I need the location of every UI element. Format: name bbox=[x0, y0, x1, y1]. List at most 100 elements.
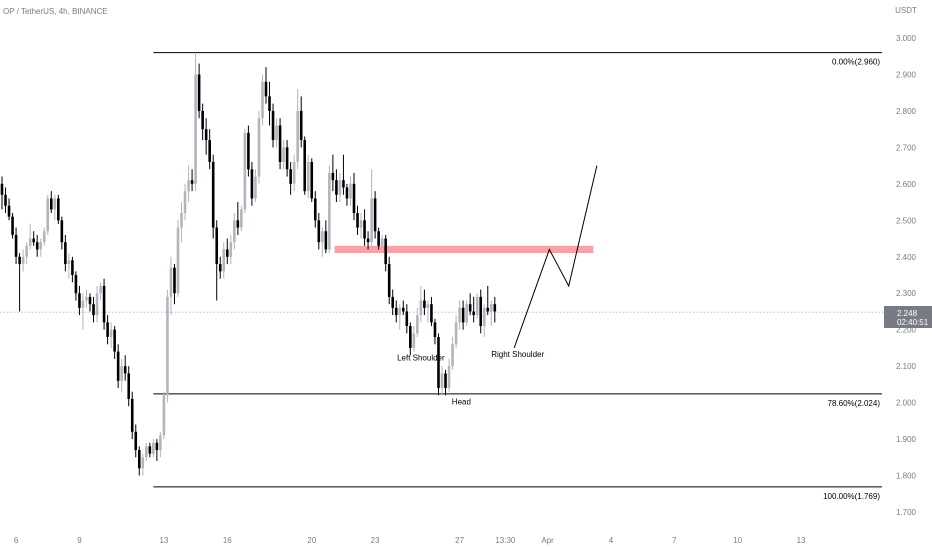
candle bbox=[405, 304, 409, 334]
candle bbox=[479, 289, 483, 334]
y-tick-label: 2.100 bbox=[896, 362, 917, 371]
candle-body bbox=[130, 398, 134, 432]
candle bbox=[458, 300, 461, 330]
candle-body bbox=[145, 446, 148, 458]
candle-body bbox=[218, 264, 222, 272]
candle-body bbox=[394, 307, 398, 316]
candle-body bbox=[204, 129, 208, 141]
y-tick-label: 2.600 bbox=[896, 180, 917, 189]
candle-body bbox=[468, 304, 472, 312]
candle bbox=[377, 227, 380, 250]
candle-body bbox=[472, 311, 475, 316]
candle bbox=[173, 264, 176, 305]
candle-body bbox=[11, 216, 14, 235]
projection bbox=[513, 165, 598, 349]
candle bbox=[387, 256, 391, 305]
candle bbox=[275, 118, 278, 148]
candle-body bbox=[78, 293, 81, 308]
x-tick-label: 13:30 bbox=[495, 536, 516, 545]
pattern-label: Left Shoulder bbox=[397, 354, 445, 363]
candle bbox=[39, 238, 43, 257]
candle bbox=[109, 322, 113, 348]
x-tick-label: 23 bbox=[371, 536, 380, 545]
candle-body bbox=[352, 183, 356, 214]
fib-label: 100.00%(1.769) bbox=[823, 492, 880, 501]
zone-rect bbox=[334, 245, 594, 254]
y-tick-label: 1.700 bbox=[896, 508, 917, 517]
candle-body bbox=[201, 110, 204, 130]
candle-body bbox=[25, 245, 28, 257]
candle-body bbox=[345, 187, 349, 199]
candle bbox=[240, 205, 243, 232]
candle-body bbox=[53, 198, 57, 210]
candle-body bbox=[141, 457, 145, 469]
annotations: Left Shoulder Head Right Shoulder bbox=[397, 350, 544, 406]
candle-body bbox=[81, 300, 85, 308]
time-axis[interactable]: 6 9 13 16 20 23 27 13:30 Apr 4 7 10 13 bbox=[14, 536, 806, 545]
candle bbox=[74, 271, 78, 301]
candle bbox=[166, 289, 169, 403]
candle bbox=[123, 355, 127, 381]
candle-body bbox=[18, 256, 21, 265]
candle bbox=[394, 300, 398, 323]
candle-body bbox=[313, 198, 317, 221]
candle bbox=[426, 300, 430, 323]
candle bbox=[42, 227, 46, 246]
candle bbox=[155, 439, 159, 461]
candle bbox=[423, 289, 426, 316]
y-tick-label: 2.700 bbox=[896, 143, 917, 152]
candle bbox=[215, 220, 219, 301]
candle-body bbox=[303, 140, 307, 192]
candle bbox=[465, 300, 468, 327]
candle bbox=[493, 296, 497, 323]
candle bbox=[92, 296, 95, 323]
candle-body bbox=[275, 125, 278, 141]
candle-body bbox=[14, 234, 18, 257]
y-tick-label: 2.900 bbox=[896, 70, 917, 79]
price-badge-countdown: 02:40:51 bbox=[897, 318, 929, 327]
candle bbox=[451, 336, 454, 370]
candle bbox=[475, 293, 479, 319]
candle bbox=[180, 202, 183, 243]
candle-body bbox=[285, 147, 289, 170]
candle bbox=[11, 213, 14, 239]
candle-body bbox=[159, 435, 162, 451]
candle-body bbox=[240, 209, 243, 228]
candle-body bbox=[180, 213, 183, 228]
candle-body bbox=[264, 81, 268, 97]
candle-body bbox=[166, 296, 169, 396]
candle-body bbox=[458, 307, 461, 323]
candle-body bbox=[493, 304, 497, 312]
y-tick-label: 1.900 bbox=[896, 435, 917, 444]
candle-body bbox=[229, 242, 233, 257]
candle-body bbox=[366, 238, 370, 243]
candle bbox=[268, 81, 271, 126]
x-tick-label: Apr bbox=[541, 536, 554, 545]
price-axis[interactable]: 3.000 2.900 2.800 2.700 2.600 2.500 2.400 2.300… bbox=[896, 34, 917, 517]
candle bbox=[401, 300, 405, 316]
x-tick-label: 16 bbox=[223, 536, 232, 545]
candle bbox=[49, 191, 53, 214]
pattern-label: Right Shoulder bbox=[491, 350, 544, 359]
candle-body bbox=[60, 220, 64, 243]
candle-body bbox=[39, 242, 43, 250]
candle bbox=[222, 242, 226, 279]
candle-body bbox=[173, 267, 176, 294]
candle bbox=[183, 183, 187, 221]
candle bbox=[46, 194, 50, 235]
candle bbox=[141, 453, 145, 476]
candle bbox=[370, 169, 373, 246]
candle bbox=[317, 213, 321, 250]
candle bbox=[391, 289, 395, 316]
candle bbox=[409, 322, 412, 356]
candle bbox=[366, 231, 370, 250]
candle-body bbox=[433, 322, 437, 337]
candle-body bbox=[233, 220, 236, 243]
candle bbox=[145, 442, 148, 461]
candle-body bbox=[405, 311, 409, 327]
candle bbox=[363, 209, 366, 246]
candle bbox=[21, 249, 25, 272]
candle-body bbox=[454, 322, 458, 345]
y-tick-label: 2.200 bbox=[896, 326, 917, 335]
